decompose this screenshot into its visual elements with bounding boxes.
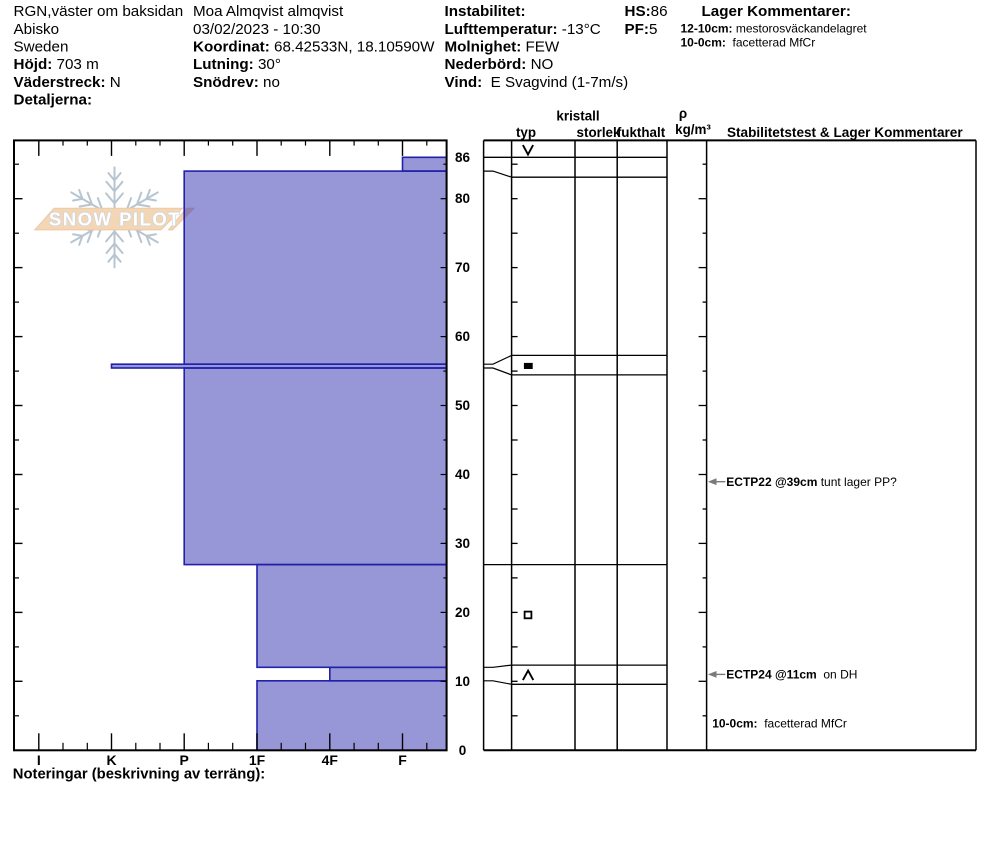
svg-text:Vind: E Svagvind (1-7m/s): Vind: E Svagvind (1-7m/s) <box>445 73 629 90</box>
svg-text:Lager Kommentarer:: Lager Kommentarer: <box>702 3 851 20</box>
svg-text:RGN,väster om baksidan: RGN,väster om baksidan <box>14 3 184 20</box>
svg-text:Sweden: Sweden <box>14 38 69 55</box>
svg-text:SNOW PILOT: SNOW PILOT <box>49 209 181 230</box>
svg-text:F: F <box>398 752 407 768</box>
svg-text:typ: typ <box>516 125 536 140</box>
svg-text:kg/m³: kg/m³ <box>675 122 711 137</box>
svg-text:Noteringar (beskrivning av ter: Noteringar (beskrivning av terräng): <box>13 767 265 783</box>
svg-text:P: P <box>180 752 189 768</box>
svg-text:HS:86: HS:86 <box>625 3 668 20</box>
svg-text:Abisko: Abisko <box>14 20 60 37</box>
svg-text:I: I <box>37 752 41 768</box>
svg-text:kristall: kristall <box>556 109 599 124</box>
svg-text:50: 50 <box>455 398 470 413</box>
svg-text:60: 60 <box>455 329 470 344</box>
svg-text:30: 30 <box>455 536 470 551</box>
svg-text:Molnighet: FEW: Molnighet: FEW <box>445 38 560 55</box>
svg-text:10: 10 <box>455 674 470 689</box>
svg-text:10-0cm: facetterad MfCr: 10-0cm: facetterad MfCr <box>712 716 847 730</box>
svg-text:10-0cm: facetterad MfCr: 10-0cm: facetterad MfCr <box>681 36 816 50</box>
svg-text:1F: 1F <box>249 752 266 768</box>
svg-text:Koordinat: 68.42533N, 18.10590: Koordinat: 68.42533N, 18.10590W <box>193 38 435 55</box>
svg-text:Snödrev: no: Snödrev: no <box>193 73 280 90</box>
svg-text:ECTP24 @11cm on DH: ECTP24 @11cm on DH <box>726 668 857 682</box>
svg-text:80: 80 <box>455 191 470 206</box>
svg-text:storlek: storlek <box>577 125 621 140</box>
svg-text:Väderstreck: N: Väderstreck: N <box>14 73 121 90</box>
svg-text:40: 40 <box>455 467 470 482</box>
svg-text:ρ: ρ <box>679 106 687 121</box>
svg-text:Lufttemperatur: -13°C: Lufttemperatur: -13°C <box>445 20 601 37</box>
svg-text:Lutning: 30°: Lutning: 30° <box>193 56 281 73</box>
svg-text:fukthalt: fukthalt <box>617 125 666 140</box>
svg-text:70: 70 <box>455 260 470 275</box>
svg-text:Stabilitetstest & Lager Kommen: Stabilitetstest & Lager Kommentarer <box>727 125 963 140</box>
svg-text:ECTP22 @39cm tunt lager PP?: ECTP22 @39cm tunt lager PP? <box>726 475 897 489</box>
svg-text:4F: 4F <box>322 752 339 768</box>
svg-text:Moa Almqvist almqvist: Moa Almqvist almqvist <box>193 3 344 20</box>
svg-text:Höjd: 703 m: Höjd: 703 m <box>14 56 99 73</box>
svg-text:20: 20 <box>455 605 470 620</box>
svg-text:PF:5: PF:5 <box>625 20 658 37</box>
svg-text:0: 0 <box>459 743 467 758</box>
svg-text:03/02/2023 - 10:30: 03/02/2023 - 10:30 <box>193 20 321 37</box>
svg-text:Instabilitet:: Instabilitet: <box>445 3 526 20</box>
svg-text:12-10cm: mestorosväckandelagre: 12-10cm: mestorosväckandelagret <box>681 21 868 35</box>
svg-text:86: 86 <box>455 150 471 165</box>
svg-text:Detaljerna:: Detaljerna: <box>14 91 93 108</box>
svg-text:Nederbörd: NO: Nederbörd: NO <box>445 56 554 73</box>
svg-text:K: K <box>106 752 116 768</box>
